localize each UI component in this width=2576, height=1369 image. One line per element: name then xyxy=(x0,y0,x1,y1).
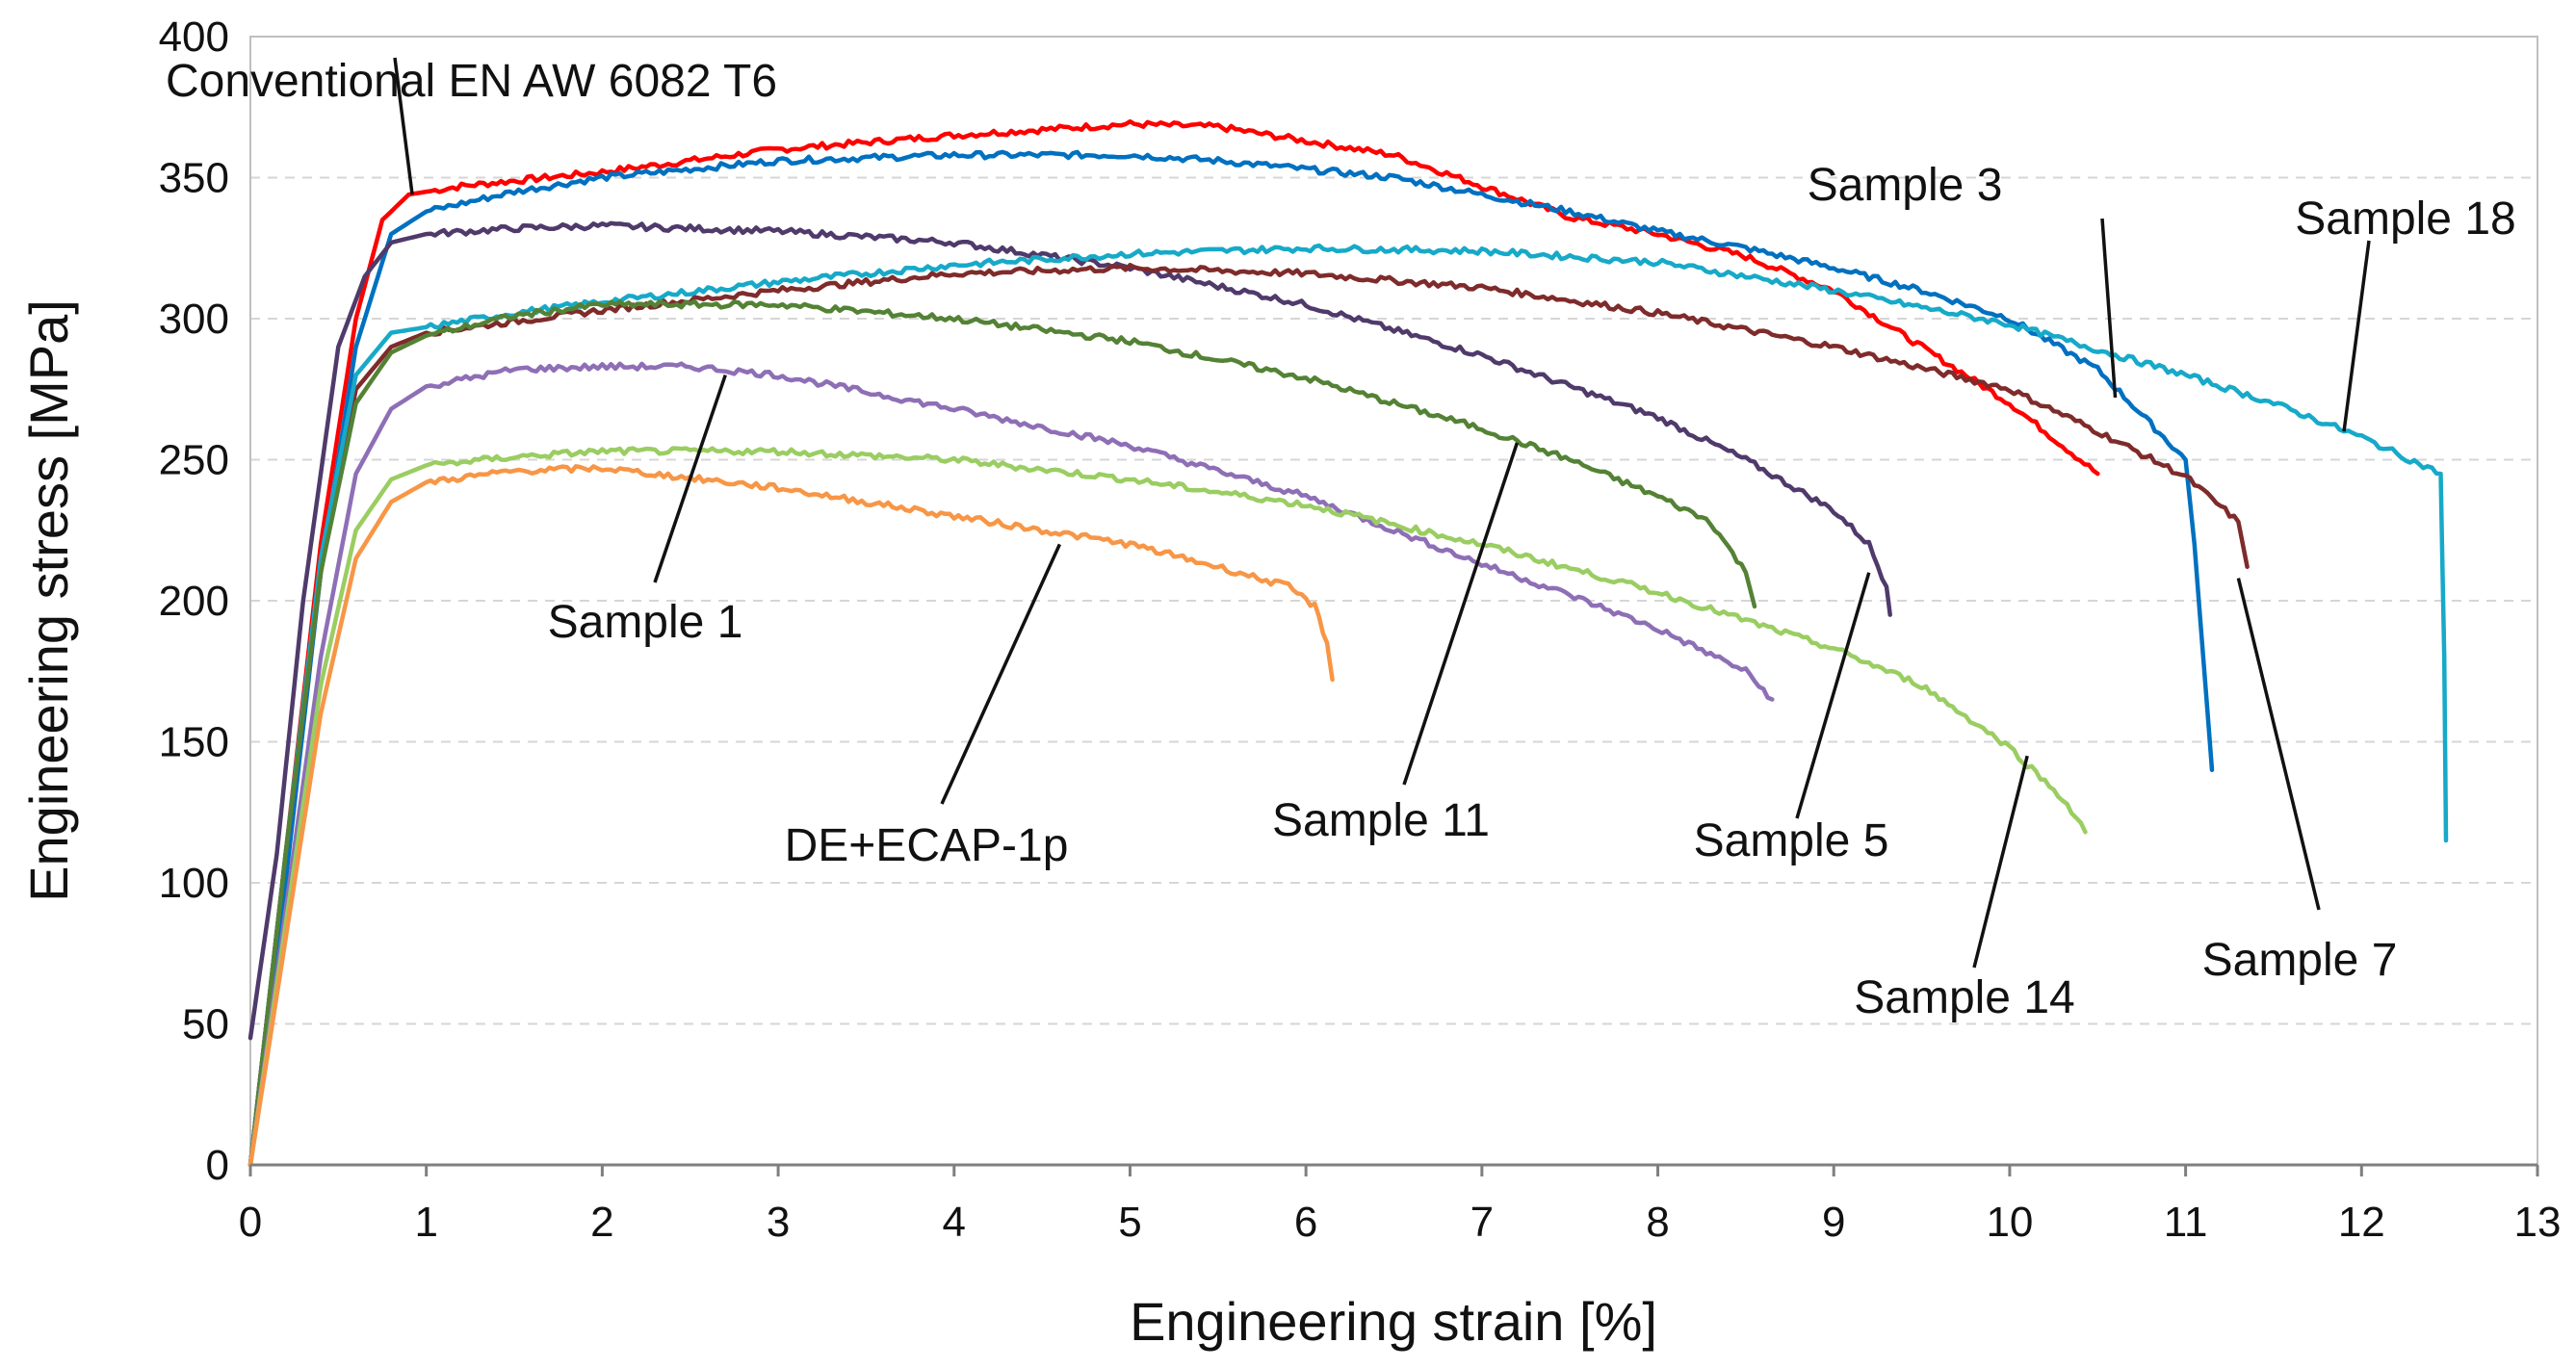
annotation-label-sample-1: Sample 1 xyxy=(548,597,743,648)
leader-line-sample-18 xyxy=(2342,240,2371,432)
x-tick-label: 2 xyxy=(590,1199,613,1246)
y-tick-label: 150 xyxy=(159,719,229,766)
annotation-layer: Conventional EN AW 6082 T6 Sample 3 Sample… xyxy=(166,56,2516,1023)
series-line-sample-7 xyxy=(247,262,2250,1168)
x-tick-label: 8 xyxy=(1646,1199,1669,1246)
leader-line-sample-5 xyxy=(1795,572,1871,819)
leader-line-conventional-en-aw-6082-t6 xyxy=(393,57,414,195)
annotation-label-sample-11: Sample 11 xyxy=(1272,795,1490,846)
annotation-label-sample-5: Sample 5 xyxy=(1694,815,1889,866)
y-tick-label: 300 xyxy=(159,296,229,343)
leader-line-sample-7 xyxy=(2236,578,2321,911)
series-line-sample-3 xyxy=(247,149,2215,1168)
y-tick-label: 50 xyxy=(182,1001,229,1048)
leader-line-sample-11 xyxy=(1402,442,1520,786)
leader-line-sample-1 xyxy=(653,375,727,583)
y-tick-label: 100 xyxy=(159,860,229,907)
leader-line-sample-14 xyxy=(1972,755,2029,969)
x-tick-label: 7 xyxy=(1470,1199,1494,1246)
leader-line-sample-3 xyxy=(2100,218,2118,399)
annotation-label-conventional-en-aw-6082-t6: Conventional EN AW 6082 T6 xyxy=(166,56,777,107)
y-tick-label: 400 xyxy=(159,13,229,61)
x-tick-label: 1 xyxy=(414,1199,437,1246)
annotation-label-sample-3: Sample 3 xyxy=(1808,160,2003,211)
series-line-sample-5 xyxy=(247,220,1892,1041)
x-tick-label: 6 xyxy=(1294,1199,1317,1246)
x-tick-label: 0 xyxy=(239,1199,262,1246)
x-tick-label: 10 xyxy=(1986,1199,2033,1246)
x-tick-label: 9 xyxy=(1822,1199,1845,1246)
series-layer xyxy=(247,118,2449,1168)
leader-line-de-ecap-1p xyxy=(940,543,1061,805)
x-tick-label: 11 xyxy=(2164,1199,2208,1246)
y-tick-label: 250 xyxy=(159,437,229,484)
series-line-sample-11 xyxy=(247,298,1757,1168)
annotation-label-sample-18: Sample 18 xyxy=(2295,194,2515,245)
series-line-conventional-en-aw-6082-t6 xyxy=(247,118,2100,1168)
x-tick-label: 5 xyxy=(1118,1199,1141,1246)
annotation-label-sample-7: Sample 7 xyxy=(2202,935,2398,986)
series-line-de-ecap-1p xyxy=(247,464,1335,1168)
x-tick-label: 4 xyxy=(943,1199,966,1246)
y-tick-label: 200 xyxy=(159,578,229,625)
annotation-label-sample-14: Sample 14 xyxy=(1854,972,2074,1023)
series-line-sample-18 xyxy=(247,243,2449,1168)
series-line-sample-14 xyxy=(247,446,2088,1168)
x-tick-label: 13 xyxy=(2514,1199,2562,1246)
x-axis-title: Engineering strain [%] xyxy=(1130,1291,1657,1352)
y-tick-label: 350 xyxy=(159,155,229,202)
x-tick-label: 3 xyxy=(767,1199,790,1246)
y-tick-label: 0 xyxy=(206,1142,229,1189)
x-tick-label: 12 xyxy=(2338,1199,2385,1246)
annotation-label-de-ecap-1p: DE+ECAP-1p xyxy=(785,820,1069,871)
series-line-sample-1 xyxy=(247,361,1775,1168)
y-axis-title: Engineering stress [MPa] xyxy=(18,299,79,902)
